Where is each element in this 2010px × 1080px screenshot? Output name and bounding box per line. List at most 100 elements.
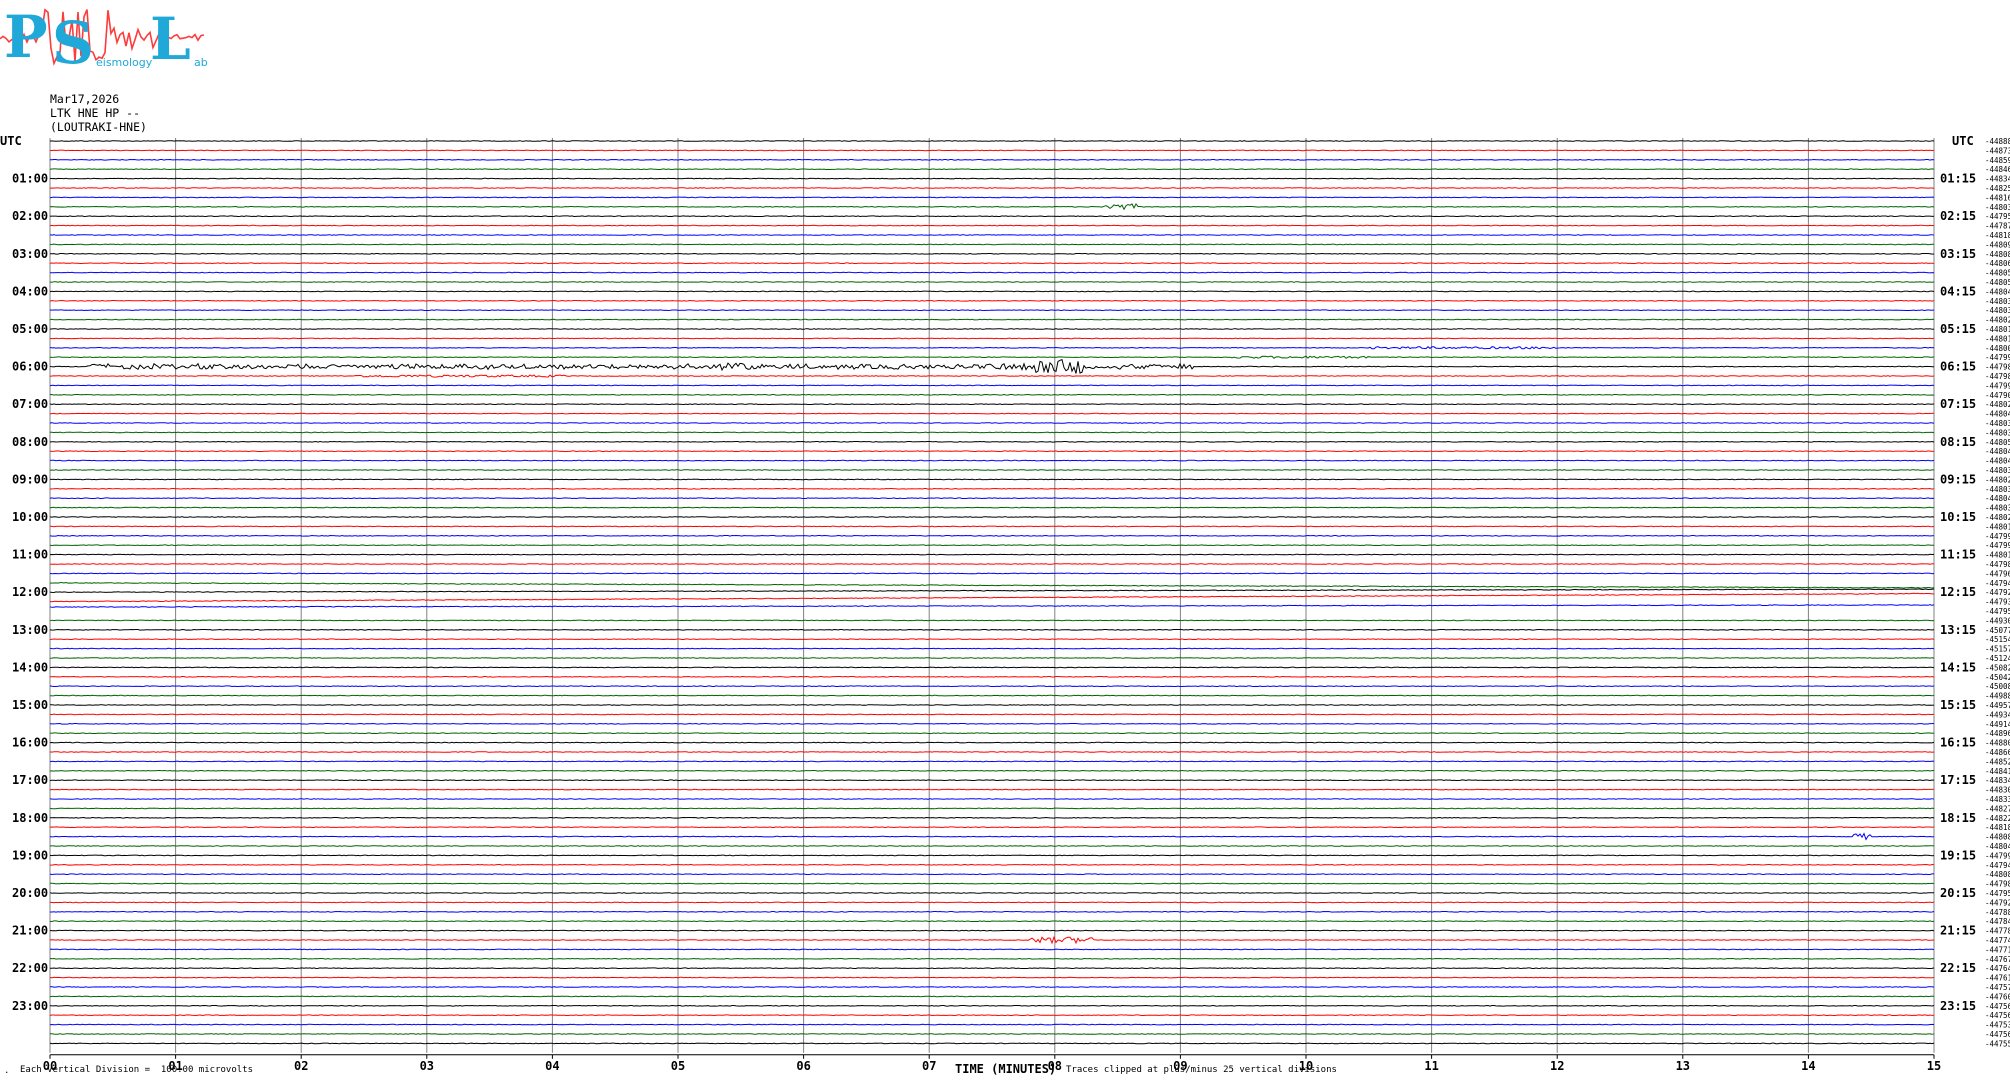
x-tick-label: 04 xyxy=(545,1059,559,1073)
seismic-trace xyxy=(50,845,1935,847)
seismic-trace xyxy=(49,779,1935,782)
trace-offset-label: -44833 xyxy=(1985,795,2010,804)
x-tick-label: 07 xyxy=(922,1059,936,1073)
left-hour-label: 07:00 xyxy=(12,397,48,411)
left-hour-label: 10:00 xyxy=(12,510,48,524)
trace-offset-label: -44830 xyxy=(1985,786,2010,795)
right-hour-label: 03:15 xyxy=(1940,247,1976,261)
seismic-trace xyxy=(49,732,1935,735)
trace-offset-label: -44794 xyxy=(1985,579,2010,588)
seismic-trace xyxy=(49,299,1935,302)
trace-offset-label: -44795 xyxy=(1985,212,2010,221)
label-layer: 00 01 02 03 04 05 06 07 08 09 10 11 12 13 14 15 UTC UTC 01… xyxy=(0,134,2010,1073)
trace-offset-label: -44806 xyxy=(1985,259,2010,268)
clip-note: Traces clipped at plus/minus 25 vertical… xyxy=(1066,1065,1337,1075)
seismic-trace xyxy=(49,935,1935,945)
seismic-trace xyxy=(49,760,1935,763)
trace-offset-label: -45154 xyxy=(1985,635,2010,644)
trace-offset-label: -44834 xyxy=(1985,175,2010,184)
seismic-trace xyxy=(49,215,1935,218)
trace-offset-label: -44798 xyxy=(1985,372,2010,381)
seismic-trace xyxy=(49,534,1935,537)
right-corner-label: UTC xyxy=(1952,134,1974,148)
scale-note: Each Vertical Division = 100.00 microvol… xyxy=(20,1065,253,1075)
trace-offset-label: -45077 xyxy=(1985,626,2010,635)
psl-logo: P S L eismology ab xyxy=(0,0,210,75)
seismic-trace xyxy=(49,393,1935,396)
seismic-trace xyxy=(49,619,1935,622)
seismic-trace xyxy=(49,140,1935,142)
trace-offset-label: -45157 xyxy=(1985,645,2010,654)
right-hour-label: 20:15 xyxy=(1940,886,1976,900)
left-hour-label: 13:00 xyxy=(12,623,48,637)
trace-offset-label: -44803 xyxy=(1985,297,2010,306)
right-hour-label: 01:15 xyxy=(1940,172,1976,186)
trace-offset-label: -44827 xyxy=(1985,804,2010,813)
right-hour-label: 21:15 xyxy=(1940,924,1976,938)
trace-offset-label: -44880 xyxy=(1985,739,2010,748)
trace-layer xyxy=(49,140,1935,1045)
seismic-trace xyxy=(49,337,1935,340)
trace-offset-label: -44799 xyxy=(1985,851,2010,860)
seismic-trace xyxy=(49,459,1935,462)
trace-offset-label: -44799 xyxy=(1985,381,2010,390)
seismic-trace xyxy=(49,826,1935,829)
right-hour-label: 16:15 xyxy=(1940,736,1976,750)
seismic-trace xyxy=(49,252,1935,255)
trace-offset-label: -44805 xyxy=(1985,278,2010,287)
logo-subtitle: eismology xyxy=(96,56,153,69)
seismic-trace xyxy=(49,328,1935,330)
seismic-trace xyxy=(49,995,1935,998)
seismic-trace xyxy=(49,798,1935,800)
trace-offset-label: -45008 xyxy=(1985,682,2010,691)
header-location: (LOUTRAKI-HNE) xyxy=(50,120,147,134)
seismic-trace xyxy=(50,713,1935,716)
left-hour-label: 06:00 xyxy=(12,360,48,374)
left-hour-label: 21:00 xyxy=(12,924,48,938)
trace-offset-label: -44804 xyxy=(1985,494,2010,503)
right-hour-label: 12:15 xyxy=(1940,585,1976,599)
trace-offset-label: -44760 xyxy=(1985,992,2010,1001)
seismic-trace xyxy=(49,422,1935,424)
trace-offset-label: -44803 xyxy=(1985,306,2010,315)
trace-offset-label: -44757 xyxy=(1985,983,2010,992)
seismic-trace xyxy=(49,901,1935,904)
trace-offset-label: -44804 xyxy=(1985,287,2010,296)
trace-offset-label: -44804 xyxy=(1985,410,2010,419)
x-tick-label: 06 xyxy=(796,1059,810,1073)
trace-offset-label: -44816 xyxy=(1985,193,2010,202)
seismic-trace xyxy=(49,168,1935,171)
trace-offset-label: -44802 xyxy=(1985,400,2010,409)
right-hour-label: 07:15 xyxy=(1940,397,1976,411)
trace-offset-label: -44764 xyxy=(1985,964,2010,973)
x-tick-label: 02 xyxy=(294,1059,308,1073)
trace-offset-label: -44802 xyxy=(1985,513,2010,522)
seismic-trace xyxy=(49,807,1935,810)
trace-offset-label: -44756 xyxy=(1985,1030,2010,1039)
trace-offset-label: -44755 xyxy=(1985,1039,2010,1048)
left-hour-label: 23:00 xyxy=(12,999,48,1013)
trace-offset-label: -44822 xyxy=(1985,814,2010,823)
seismic-trace xyxy=(49,873,1934,876)
trace-offset-label: -45082 xyxy=(1985,663,2010,672)
seismic-trace xyxy=(49,769,1935,772)
left-hour-label: 09:00 xyxy=(12,472,48,486)
seismic-trace xyxy=(49,588,1935,594)
trace-offset-label: -44787 xyxy=(1985,222,2010,231)
trace-offset-label: -44846 xyxy=(1985,165,2010,174)
seismic-trace xyxy=(49,967,1935,970)
trace-offset-label: -44809 xyxy=(1985,240,2010,249)
seismic-trace xyxy=(49,497,1935,500)
trace-offset-label: -44801 xyxy=(1985,334,2010,343)
trace-offset-label: -44753 xyxy=(1985,1021,2010,1030)
trace-offset-label: -44798 xyxy=(1985,880,2010,889)
x-tick-label: 12 xyxy=(1550,1059,1564,1073)
seismic-trace xyxy=(49,694,1935,697)
x-tick-label: 05 xyxy=(671,1059,685,1073)
trace-offset-label: -44808 xyxy=(1985,250,2010,259)
left-hour-label: 15:00 xyxy=(12,698,48,712)
trace-offset-label: -44784 xyxy=(1985,917,2010,926)
seismic-trace xyxy=(50,431,1935,434)
x-tick-label: 00 xyxy=(43,1059,57,1073)
